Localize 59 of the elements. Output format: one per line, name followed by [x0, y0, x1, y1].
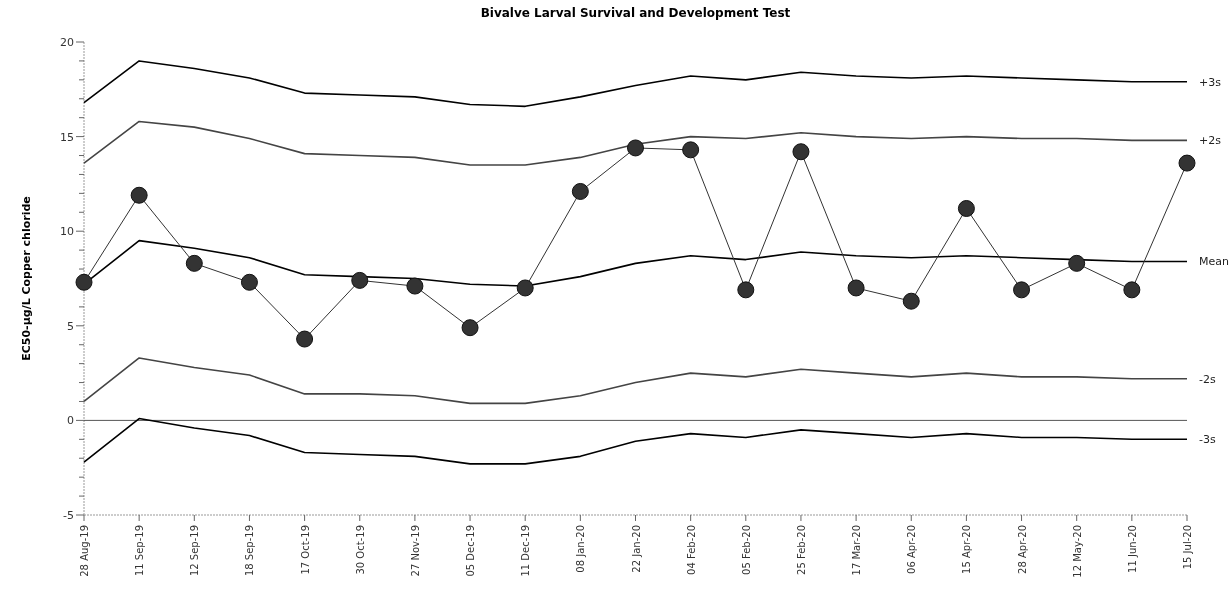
- y-tick-label: 20: [60, 36, 74, 49]
- point: [1068, 254, 1086, 272]
- series-label: +3s: [1199, 75, 1222, 89]
- point: [957, 200, 975, 217]
- x-tick-label: 27 Nov-19: [409, 525, 421, 577]
- point: [351, 271, 369, 289]
- y-tick-label: 10: [60, 225, 74, 239]
- x-tick-label: 12 Sep-19: [189, 525, 201, 577]
- x-tick-label: 15 Apr-20: [961, 525, 973, 574]
- y-tick-label: 0: [67, 414, 74, 428]
- line-series: [83, 417, 1188, 465]
- series-label: +2s: [1199, 134, 1222, 148]
- y-axis-title: EC50-µg/L Copper chloride: [20, 196, 33, 361]
- point: [296, 330, 314, 348]
- point: [406, 277, 424, 295]
- line-series: [83, 120, 1188, 166]
- line-series: [83, 60, 1188, 108]
- y-tick-label: 5: [67, 319, 74, 333]
- x-tick-label: 28 Aug-19: [79, 525, 90, 577]
- x-tick-label: 18 Sep-19: [244, 525, 256, 577]
- x-tick-label: 05 Feb-20: [740, 525, 752, 575]
- series-label: -2s: [1199, 372, 1216, 386]
- x-tick-label: 28 Apr-20: [1016, 525, 1028, 574]
- x-tick-label: 05 Dec-19: [465, 525, 477, 577]
- x-tick-label: 15 Jul-20: [1182, 525, 1193, 570]
- point: [185, 254, 203, 272]
- point: [1123, 281, 1141, 299]
- point: [240, 273, 258, 291]
- y-tick-label: -5: [63, 509, 74, 522]
- point: [847, 279, 865, 297]
- line-series: [83, 357, 1188, 405]
- point: [75, 273, 93, 291]
- point: [627, 139, 644, 157]
- x-tick-label: 06 Apr-20: [906, 525, 918, 574]
- point: [1178, 154, 1196, 172]
- point: [792, 143, 810, 161]
- point: [571, 182, 589, 200]
- point: [1013, 281, 1031, 299]
- x-tick-label: 17 Mar-20: [851, 525, 863, 576]
- x-tick-label: 30 Oct-19: [354, 525, 366, 575]
- x-tick-label: 22 Jan-20: [630, 525, 642, 573]
- point: [130, 186, 148, 204]
- x-tick-label: 04 Feb-20: [685, 525, 697, 575]
- chart-title: Bivalve Larval Survival and Development Test: [480, 6, 791, 20]
- x-tick-label: 25 Feb-20: [795, 525, 807, 575]
- y-tick-label: 15: [60, 130, 74, 144]
- series-label: -3s: [1199, 433, 1216, 447]
- x-tick-label: 11 Dec-19: [520, 525, 532, 577]
- point: [902, 292, 920, 310]
- x-tick-label: 08 Jan-20: [575, 525, 587, 573]
- x-tick-label: 11 Sep-19: [134, 525, 146, 577]
- point: [516, 279, 534, 297]
- series-label: Mean: [1199, 255, 1229, 269]
- point: [737, 281, 755, 299]
- x-tick-label: 17 Oct-19: [299, 525, 311, 575]
- x-tick-label: 12 May-20: [1071, 525, 1083, 578]
- point: [461, 319, 479, 337]
- x-tick-label: 11 Jun-20: [1126, 525, 1138, 573]
- point: [682, 141, 700, 159]
